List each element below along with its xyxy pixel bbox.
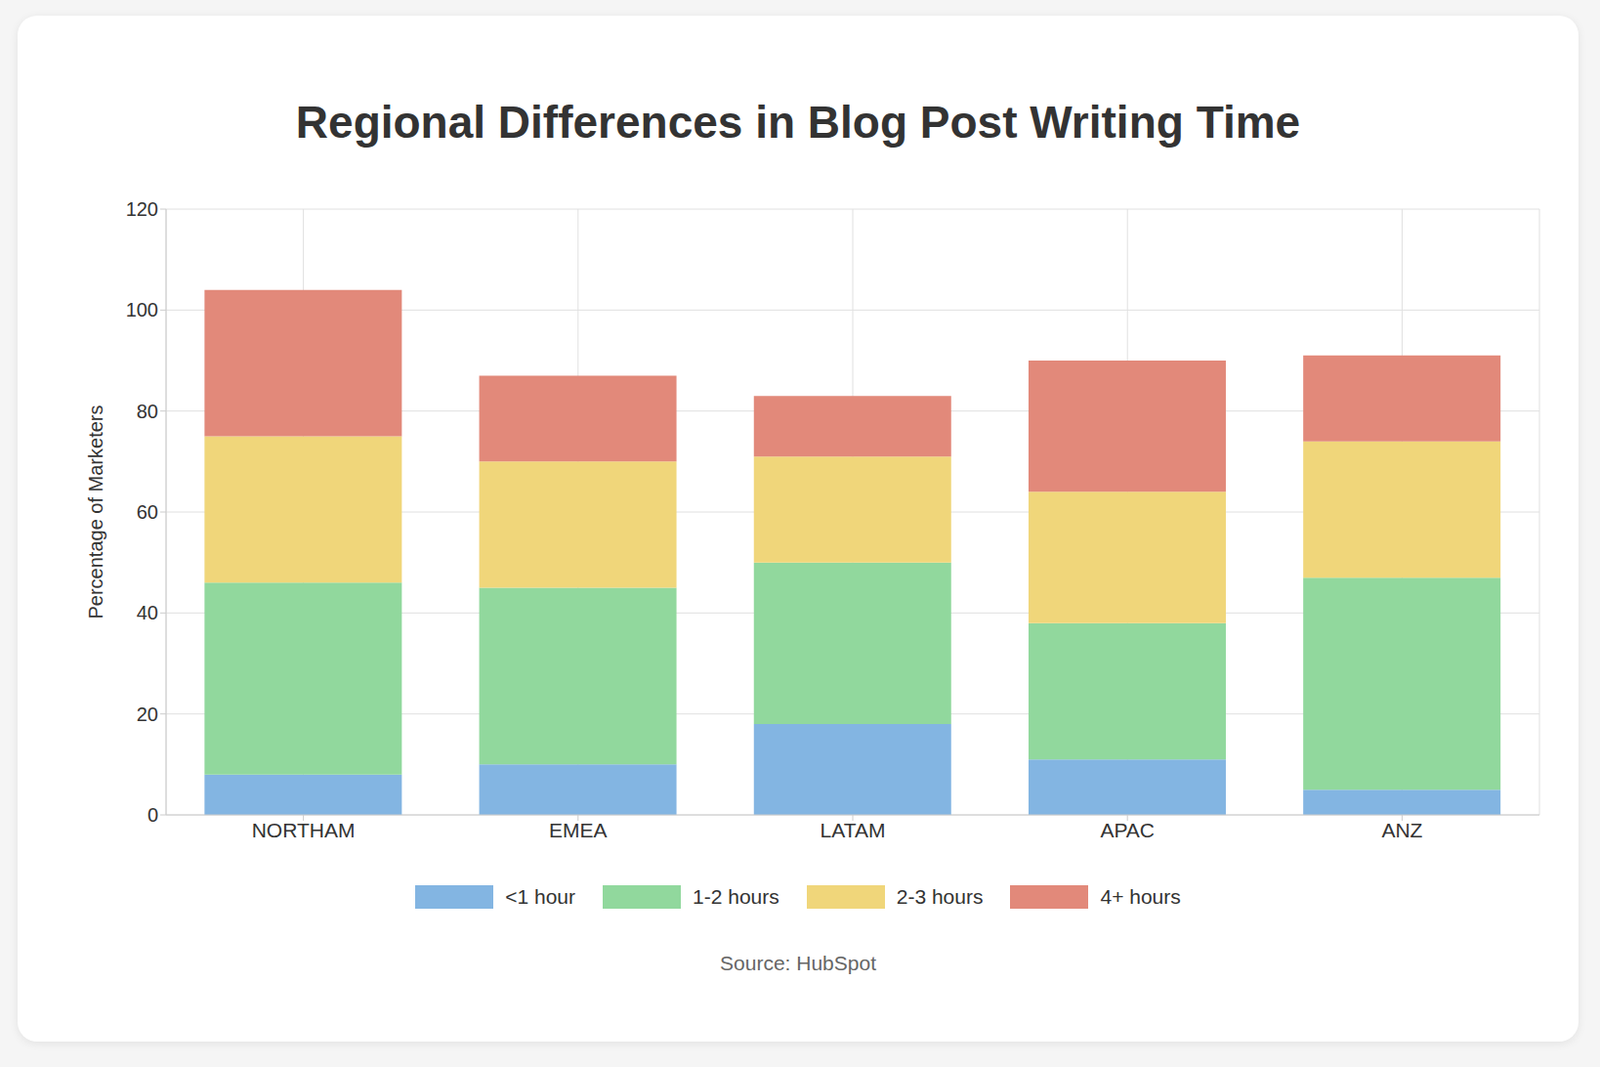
svg-text:LATAM: LATAM — [820, 818, 886, 842]
svg-text:0: 0 — [147, 803, 159, 826]
svg-text:EMEA: EMEA — [548, 818, 608, 842]
html-text:Regional Differences in Blog P: Regional Differences in Blog Post Writin… — [295, 96, 1301, 148]
svg-text:NORTHAM: NORTHAM — [252, 818, 356, 842]
svg-text:ANZ: ANZ — [1381, 818, 1423, 842]
svg-text:40: 40 — [136, 601, 159, 624]
svg-text:80: 80 — [136, 400, 159, 422]
html-text:Source: HubSpot: Source: HubSpot — [719, 951, 877, 974]
svg-text:100: 100 — [126, 298, 159, 321]
html-text:<1 hour: <1 hour — [505, 884, 576, 908]
svg-text:Percentage of Marketers: Percentage of Marketers — [84, 405, 107, 620]
svg-text:60: 60 — [136, 501, 159, 523]
svg-text:120: 120 — [126, 198, 159, 220]
html-text:4+ hours: 4+ hours — [1100, 884, 1181, 908]
svg-text:APAC: APAC — [1099, 818, 1155, 842]
html-text:2-3 hours: 2-3 hours — [896, 884, 984, 908]
svg-text:20: 20 — [136, 703, 159, 725]
html-text:1-2 hours: 1-2 hours — [692, 884, 780, 908]
